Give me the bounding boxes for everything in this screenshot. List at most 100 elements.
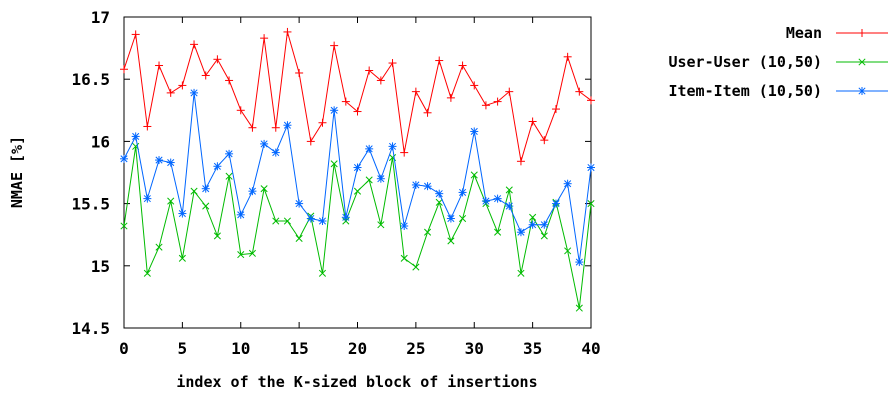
- x-tick-label: 0: [119, 339, 129, 358]
- data-point: [551, 105, 560, 114]
- data-point: [272, 217, 280, 225]
- data-point: [271, 123, 280, 132]
- data-point: [155, 156, 164, 165]
- data-point: [330, 41, 339, 50]
- data-point: [587, 96, 595, 105]
- data-point: [564, 247, 572, 255]
- legend-marker: [858, 29, 866, 37]
- data-point: [143, 194, 152, 203]
- series-1: [120, 27, 595, 166]
- axis-ticks: 14.5 15 15.5 16 16.5 17 0 5 10 15 20 25 30 35 40: [71, 8, 600, 358]
- plot-frame: [123, 16, 592, 329]
- data-point: [330, 106, 339, 115]
- data-point: [563, 52, 572, 61]
- x-tick-label: 15: [289, 339, 308, 358]
- data-point: [505, 87, 514, 96]
- data-point: [517, 269, 525, 277]
- data-point: [237, 251, 245, 259]
- x-tick-label: 5: [178, 339, 188, 358]
- data-point: [446, 93, 455, 102]
- data-point: [283, 217, 292, 225]
- data-point: [400, 148, 409, 157]
- data-point: [260, 34, 269, 43]
- data-point: [295, 234, 303, 242]
- data-point: [283, 121, 292, 130]
- y-tick-label: 16.5: [71, 70, 110, 89]
- data-point: [202, 202, 210, 210]
- x-tick-label: 40: [581, 339, 600, 358]
- data-point: [540, 220, 549, 229]
- data-point: [493, 194, 502, 203]
- data-point: [377, 221, 385, 229]
- data-point: [376, 174, 385, 183]
- data-point: [341, 213, 350, 222]
- data-point: [423, 228, 432, 236]
- data-point: [131, 30, 140, 39]
- data-point: [225, 149, 234, 158]
- data-point: [400, 254, 408, 262]
- x-axis-label: index of the K-sized block of insertions: [176, 373, 537, 391]
- data-point: [155, 243, 163, 251]
- data-point: [505, 186, 513, 194]
- legend-label: Item-Item (10,50): [668, 82, 822, 100]
- data-point: [178, 209, 187, 218]
- data-point: [178, 81, 187, 90]
- data-point: [155, 61, 164, 70]
- legend-marker: [858, 87, 866, 95]
- data-point: [353, 163, 362, 172]
- data-point: [201, 71, 210, 80]
- data-point: [528, 117, 537, 126]
- data-point: [120, 222, 128, 230]
- data-point: [516, 157, 525, 166]
- data-point: [376, 76, 385, 85]
- data-point: [248, 187, 257, 196]
- data-point: [178, 254, 186, 262]
- data-point: [516, 228, 525, 237]
- data-point: [470, 81, 479, 90]
- data-point: [575, 304, 583, 312]
- data-point: [213, 232, 221, 240]
- data-point: [353, 107, 362, 116]
- data-point: [353, 187, 362, 195]
- data-point: [283, 27, 292, 36]
- series-line: [123, 92, 592, 263]
- data-point: [236, 210, 245, 219]
- data-point: [236, 106, 245, 115]
- y-tick-label: 17: [91, 8, 110, 27]
- series-3: [120, 88, 595, 267]
- x-tick-label: 30: [465, 339, 484, 358]
- data-point: [481, 101, 490, 110]
- data-point: [470, 171, 478, 179]
- data-point: [166, 158, 175, 167]
- data-point: [295, 68, 304, 77]
- y-tick-label: 15: [91, 257, 110, 276]
- x-tick-label: 25: [406, 339, 425, 358]
- data-point: [341, 97, 350, 106]
- data-point: [575, 87, 584, 96]
- data-point: [318, 217, 327, 226]
- data-point: [248, 123, 257, 132]
- data-point: [306, 137, 315, 146]
- data-point: [587, 200, 595, 208]
- y-tick-label: 15.5: [71, 195, 110, 214]
- data-point: [318, 118, 327, 127]
- data-point: [167, 197, 175, 205]
- data-point: [306, 214, 315, 223]
- data-point: [330, 160, 338, 168]
- data-point: [365, 66, 374, 75]
- data-point: [143, 269, 151, 277]
- y-axis-label: NMAE [%]: [8, 136, 26, 208]
- data-point: [365, 144, 374, 153]
- data-point: [458, 61, 467, 70]
- data-point: [365, 176, 373, 184]
- x-tick-label: 10: [231, 339, 250, 358]
- data-point: [412, 263, 420, 271]
- data-point: [225, 172, 233, 180]
- data-point: [423, 182, 432, 191]
- legend: Mean User-User (10,50) Item-Item (10,50): [668, 24, 888, 100]
- y-tick-label: 16: [91, 132, 110, 151]
- data-point: [248, 249, 256, 257]
- x-tick-label: 20: [348, 339, 367, 358]
- data-point: [120, 65, 128, 74]
